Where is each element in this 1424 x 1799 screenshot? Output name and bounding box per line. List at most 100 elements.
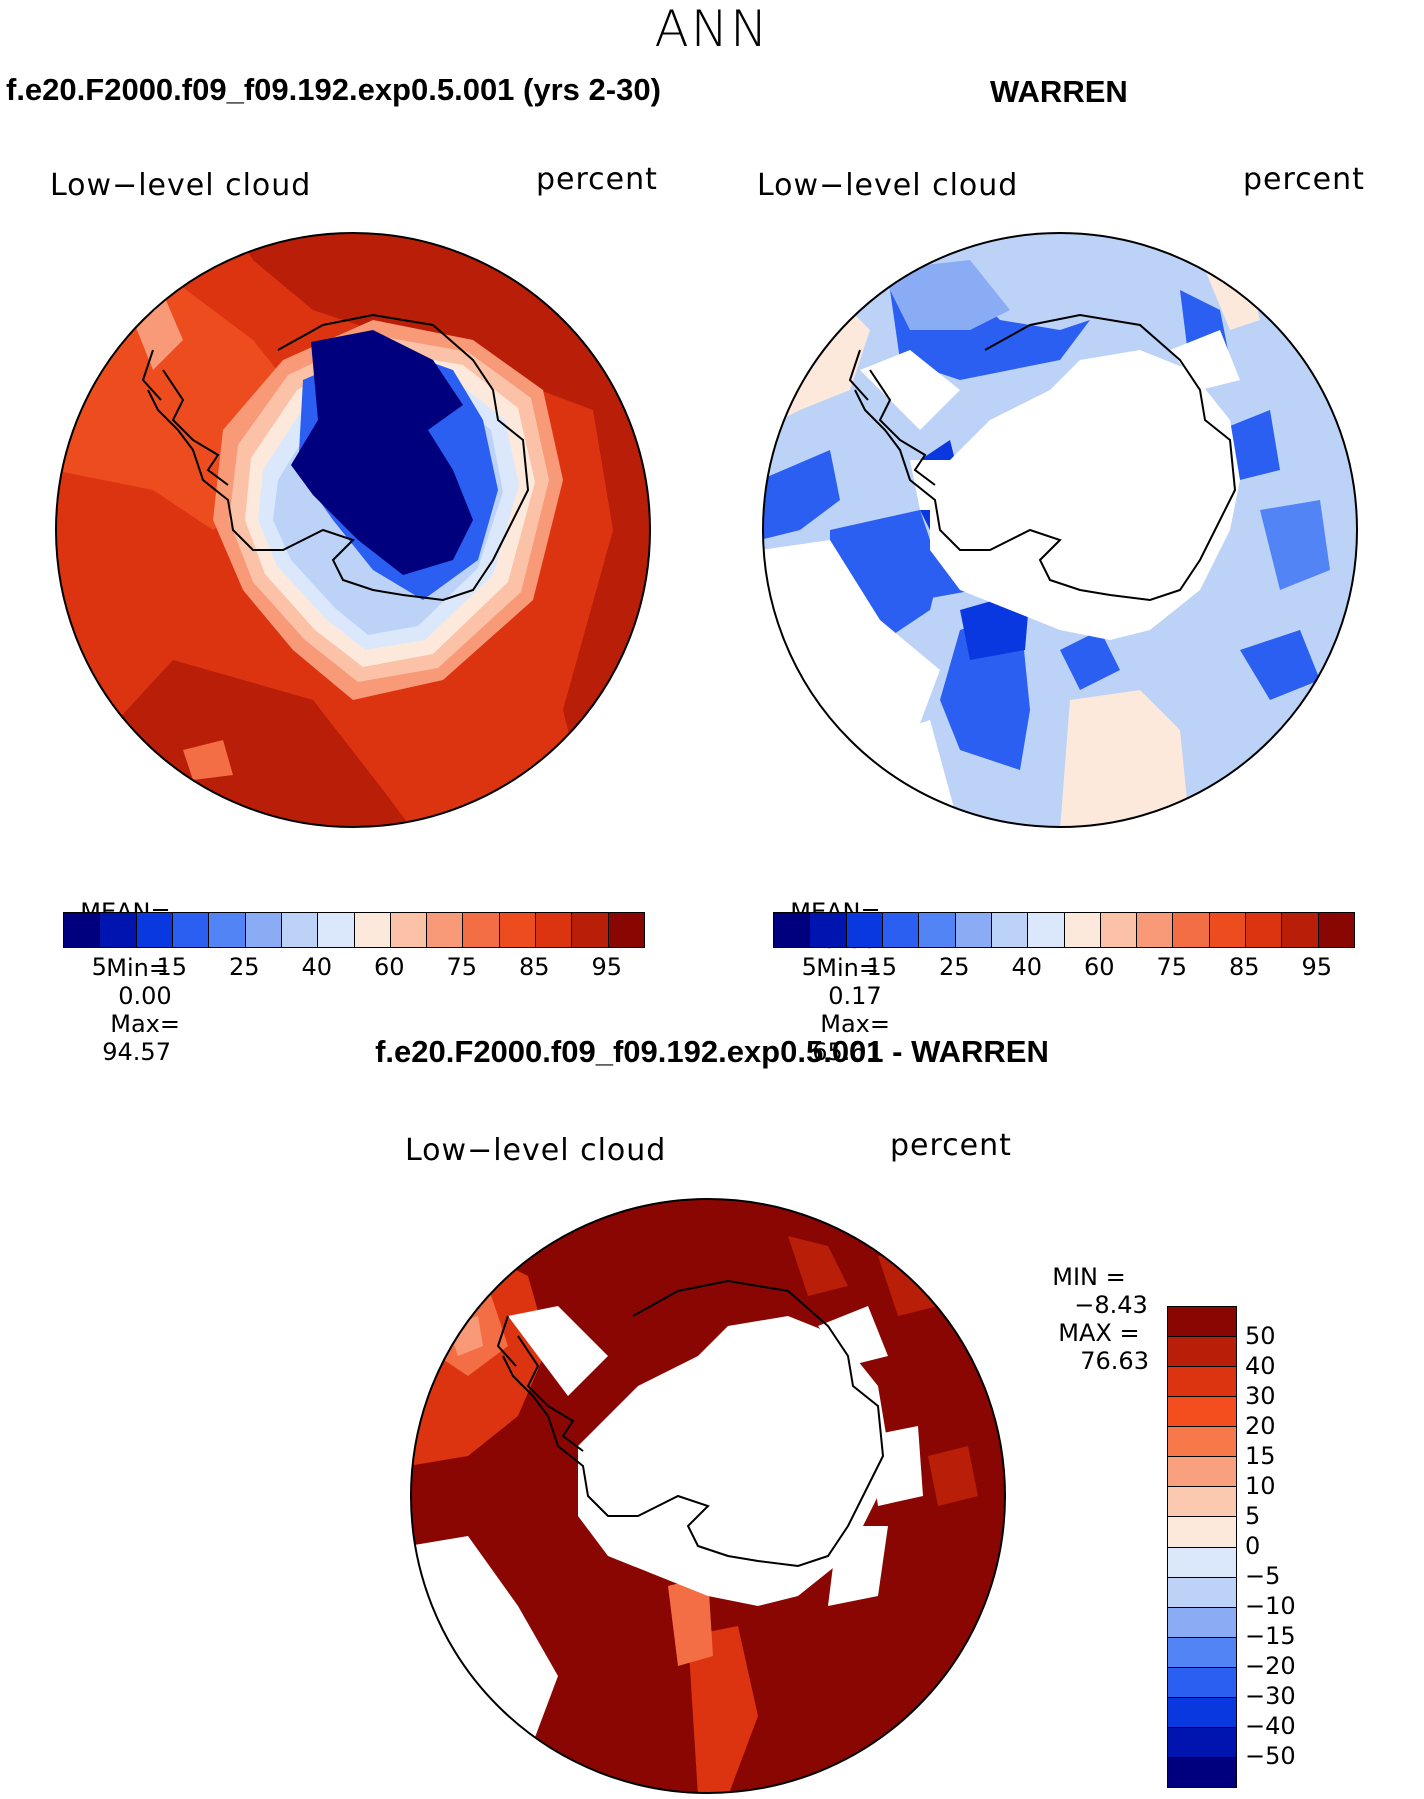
colorbar-swatch — [608, 913, 644, 947]
colorbar-swatch — [536, 913, 573, 947]
model-colorbar — [63, 912, 645, 948]
missing-data — [818, 1306, 888, 1366]
obs-variable-label: Low−level cloud — [757, 168, 1019, 203]
colorbar-swatch — [774, 913, 811, 947]
obs-units-label: percent — [1243, 162, 1365, 197]
map-region-blue — [1260, 500, 1330, 590]
colorbar-swatch — [1168, 1307, 1236, 1338]
diff-title: f.e20.F2000.f09_f09.192.exp0.5.001 - WAR… — [375, 1034, 1049, 1069]
colorbar-swatch — [991, 913, 1029, 947]
colorbar-tick-label: 95 — [591, 953, 623, 981]
coastline — [141, 313, 530, 602]
obs-title: WARREN — [990, 74, 1128, 109]
colorbar-swatch — [1168, 1697, 1236, 1728]
model-polar-map — [55, 232, 651, 828]
colorbar-swatch — [1168, 1457, 1236, 1488]
diff-variable-label: Low−level cloud — [405, 1133, 667, 1168]
colorbar-swatch — [245, 913, 282, 947]
colorbar-swatch — [100, 913, 137, 947]
missing-data — [828, 1526, 888, 1606]
colorbar-tick-label: 10 — [1245, 1472, 1276, 1500]
colorbar-swatch — [64, 913, 101, 947]
colorbar-tick-label: 75 — [1156, 953, 1188, 981]
model-units-label: percent — [536, 162, 658, 197]
colorbar-swatch — [572, 913, 609, 947]
model-colorbar-ticks: 5 15 25 40 60 75 85 95 — [63, 953, 643, 983]
colorbar-swatch — [1168, 1337, 1236, 1368]
colorbar-swatch — [390, 913, 428, 947]
map-region-red — [928, 1446, 978, 1506]
colorbar-swatch — [354, 913, 391, 947]
colorbar-tick-label: −10 — [1245, 1592, 1296, 1620]
colorbar-tick-label: −40 — [1245, 1712, 1296, 1740]
model-min-label: Min= — [106, 954, 169, 982]
missing-data — [1170, 330, 1240, 390]
colorbar-tick-label: 15 — [866, 953, 898, 981]
colorbar-tick-label: 30 — [1245, 1382, 1276, 1410]
colorbar-swatch — [1168, 1667, 1236, 1698]
colorbar-swatch — [1168, 1487, 1236, 1518]
colorbar-swatch — [1168, 1367, 1236, 1398]
colorbar-swatch — [463, 913, 500, 947]
diff-max-value: 76.63 — [1080, 1347, 1149, 1375]
colorbar-tick-label: −50 — [1245, 1742, 1296, 1770]
colorbar-swatch — [1100, 913, 1138, 947]
colorbar-swatch — [1168, 1757, 1236, 1787]
obs-min-value: 0.17 — [828, 982, 882, 1010]
map-region-blue — [763, 450, 840, 540]
map-region-red — [788, 1236, 848, 1296]
model-case-title: f.e20.F2000.f09_f09.192.exp0.5.001 (yrs … — [6, 72, 661, 107]
colorbar-tick-label: 0 — [1245, 1532, 1261, 1560]
colorbar-swatch — [1209, 913, 1247, 947]
colorbar-swatch — [1168, 1427, 1236, 1458]
colorbar-tick-label: 60 — [1083, 953, 1115, 981]
colorbar-tick-label: 40 — [1245, 1352, 1276, 1380]
colorbar-tick-label: 25 — [938, 953, 970, 981]
colorbar-swatch — [1318, 913, 1354, 947]
map-region-navy — [291, 330, 473, 575]
colorbar-swatch — [955, 913, 992, 947]
colorbar-swatch — [1064, 913, 1101, 947]
colorbar-swatch — [136, 913, 173, 947]
colorbar-tick-label: −20 — [1245, 1652, 1296, 1680]
missing-data — [468, 1746, 548, 1793]
colorbar-swatch — [1168, 1577, 1236, 1608]
diff-min-value: −8.43 — [1074, 1291, 1148, 1319]
map-region-salmon — [183, 740, 233, 780]
colorbar-tick-label: 5 — [1245, 1502, 1261, 1530]
map-region-cream — [1060, 690, 1190, 827]
colorbar-swatch — [1246, 913, 1283, 947]
map-region-red — [688, 1626, 758, 1793]
colorbar-swatch — [919, 913, 956, 947]
colorbar-tick-label: 95 — [1301, 953, 1333, 981]
map-region-mid — [880, 260, 1010, 330]
colorbar-swatch — [810, 913, 847, 947]
model-max-label: Max= — [110, 1010, 180, 1038]
colorbar-tick-label: 5 — [91, 953, 107, 981]
colorbar-tick-label: 15 — [156, 953, 188, 981]
model-min-value: 0.00 — [118, 982, 172, 1010]
colorbar-swatch — [172, 913, 210, 947]
colorbar-tick-label: 85 — [1228, 953, 1260, 981]
colorbar-tick-label: 20 — [1245, 1412, 1276, 1440]
missing-data — [930, 350, 1240, 640]
colorbar-swatch — [1168, 1517, 1236, 1548]
diff-stats: MIN = −8.43 MAX = 76.63 — [1037, 1235, 1149, 1375]
colorbar-swatch — [1028, 913, 1065, 947]
colorbar-swatch — [209, 913, 246, 947]
colorbar-swatch — [281, 913, 319, 947]
map-region-blue — [1060, 630, 1120, 690]
model-max-value: 94.57 — [102, 1038, 171, 1066]
colorbar-tick-label: −5 — [1245, 1562, 1281, 1590]
colorbar-swatch — [846, 913, 883, 947]
colorbar-tick-label: 15 — [1245, 1442, 1276, 1470]
obs-max-label: Max= — [820, 1010, 890, 1038]
diff-colorbar-ticks: 50 40 30 20 15 10 5 0 −5 −10 −15 −20 −30 −40 −50 — [1245, 1306, 1345, 1786]
obs-max-value: 65.61 — [812, 1038, 881, 1066]
colorbar-tick-label: 25 — [228, 953, 260, 981]
colorbar-swatch — [1137, 913, 1174, 947]
colorbar-swatch — [427, 913, 464, 947]
diff-colorbar — [1167, 1306, 1237, 1788]
map-region-blue — [1240, 630, 1320, 700]
model-variable-label: Low−level cloud — [50, 168, 312, 203]
